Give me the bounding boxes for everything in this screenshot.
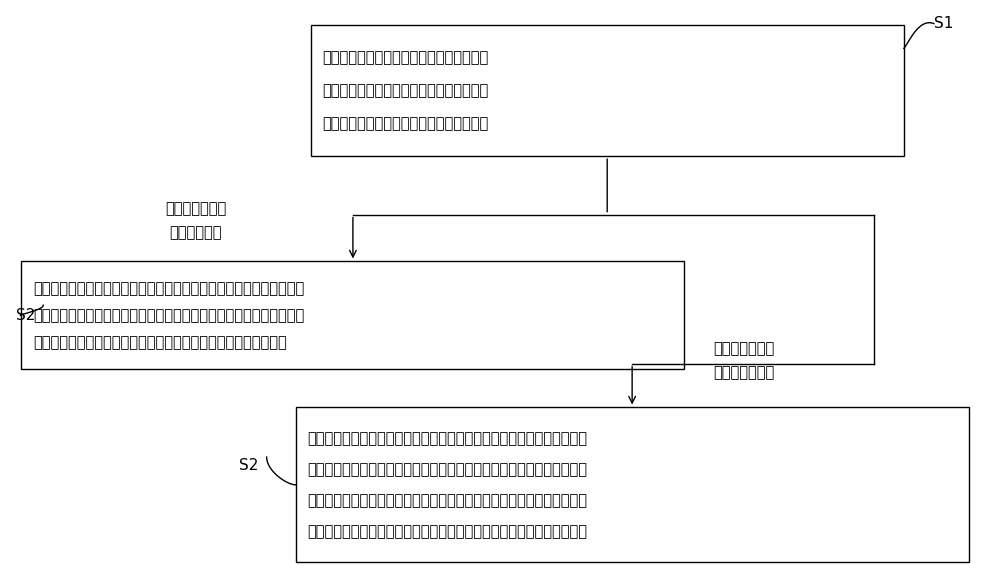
Text: 一控制阀、第三控制阀和第四控制阀打开。所述一个室外机模块的四通阀: 一控制阀、第三控制阀和第四控制阀打开。所述一个室外机模块的四通阀: [308, 462, 588, 477]
Bar: [296, 407, 969, 562]
Text: 切换到制冷模式，所述一个室外机模块中的第一控制阀关闭、第三控制阀: 切换到制冷模式，所述一个室外机模块中的第一控制阀关闭、第三控制阀: [308, 493, 588, 508]
Bar: [311, 25, 904, 156]
Text: 模块中的其余室外机模块是否处于工作状态: 模块中的其余室外机模块是否处于工作状态: [322, 116, 489, 131]
Text: 其余室外机模块
处于制热模式: 其余室外机模块 处于制热模式: [165, 201, 226, 239]
Text: 第四控制阀关闭、第二控制阀打开、第五控制阀打开和压缩机停机: 第四控制阀关闭、第二控制阀打开、第五控制阀打开和压缩机停机: [33, 335, 287, 350]
Bar: [21, 261, 684, 369]
Text: S2: S2: [16, 308, 35, 323]
Text: 关闭、第四控制阀关闭、第二控制阀打开、第五控制阀打开和压缩机停机: 关闭、第四控制阀关闭、第二控制阀打开、第五控制阀打开和压缩机停机: [308, 524, 588, 539]
Text: S2: S2: [239, 458, 258, 473]
Text: 外机模块发出除霜指令时，判断多个室外机: 外机模块发出除霜指令时，判断多个室外机: [322, 83, 489, 98]
Text: 其余室外机模块保持制热模式，所述一个室外机模块的四通阀切换到制: 其余室外机模块保持制热模式，所述一个室外机模块的四通阀切换到制: [33, 281, 305, 296]
Text: 其余室外机模块进入制热模式，其余室外机模块中的每个室外机模块的第: 其余室外机模块进入制热模式，其余室外机模块中的每个室外机模块的第: [308, 431, 588, 446]
Text: 冷模式，所述一个室外机模块中的第一控制阀关闭、第三控制阀关闭、: 冷模式，所述一个室外机模块中的第一控制阀关闭、第三控制阀关闭、: [33, 308, 305, 323]
Text: S1: S1: [934, 16, 953, 31]
Text: 当多个室外机模块中处于制热模式的一个室: 当多个室外机模块中处于制热模式的一个室: [322, 50, 489, 65]
Text: 其余室外机模块
处于未运行状态: 其余室外机模块 处于未运行状态: [714, 342, 775, 380]
